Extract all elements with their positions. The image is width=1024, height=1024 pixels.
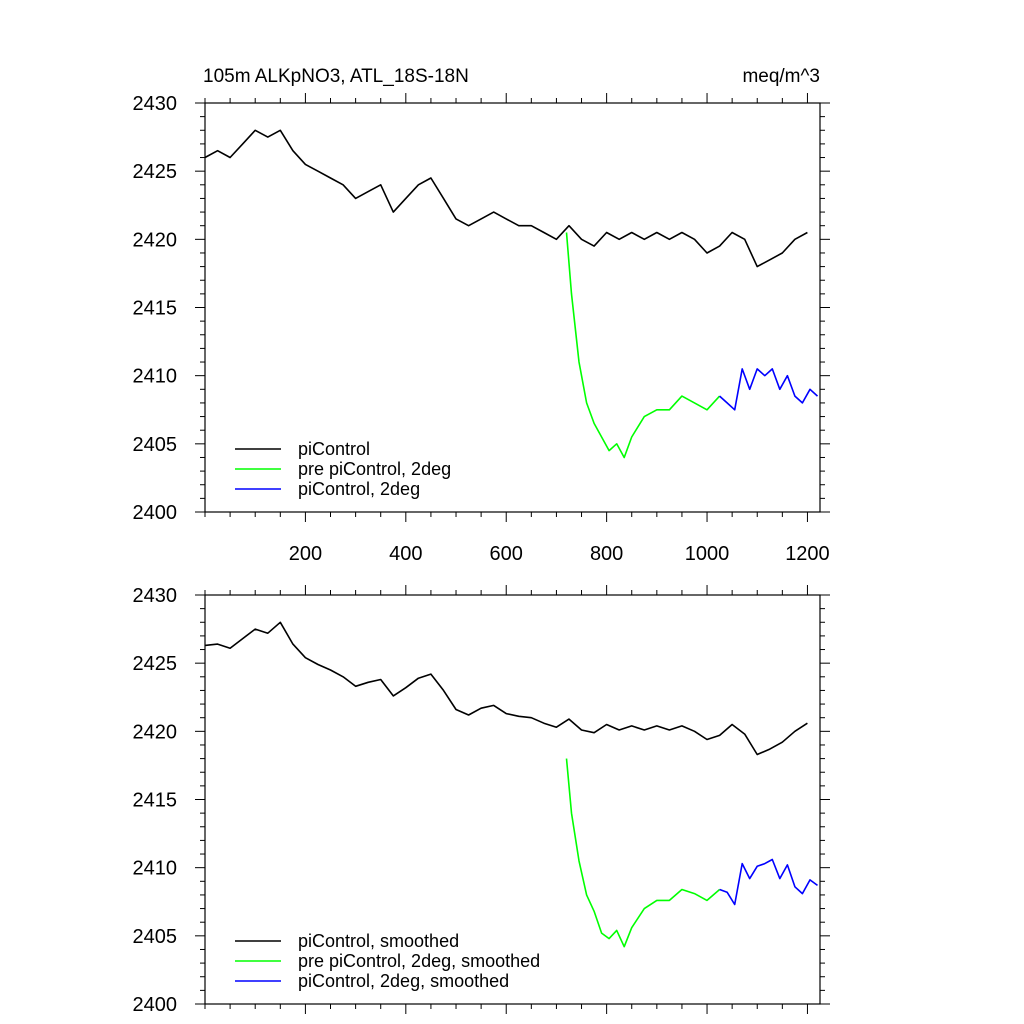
series-line	[719, 858, 818, 906]
series-line	[565, 232, 721, 459]
y-tick-label: 2405	[133, 926, 178, 948]
series-line	[565, 758, 721, 948]
bottom-panel: 2400 2405 2410 2415 2420 2425 2430 piControl, s…	[133, 585, 830, 1016]
x-tick-label: 400	[389, 543, 422, 565]
x-tick-label: 600	[490, 543, 523, 565]
units-label: meq/m^3	[742, 66, 820, 87]
y-tick-label: 2410	[133, 858, 178, 880]
x-tick-label: 200	[289, 543, 322, 565]
legend-label: piControl, 2deg, smoothed	[298, 971, 509, 991]
x-tick-label: 1200	[785, 543, 830, 565]
y-tick-label: 2420	[133, 721, 178, 743]
series-line	[719, 368, 819, 411]
y-tick-label: 2400	[133, 994, 178, 1016]
y-tick-label: 2405	[133, 434, 178, 456]
x-tick-label: 800	[590, 543, 623, 565]
series-line	[204, 621, 808, 756]
legend-label: pre piControl, 2deg	[298, 459, 451, 479]
chart-title: 105m ALKpNO3, ATL_18S-18N	[203, 66, 469, 87]
legend-label: pre piControl, 2deg, smoothed	[298, 951, 540, 971]
legend-label: piControl, smoothed	[298, 931, 459, 951]
legend-label: piControl, 2deg	[298, 479, 420, 499]
y-tick-label: 2420	[133, 229, 178, 251]
y-tick-label: 2400	[133, 502, 178, 524]
x-tick-label: 1000	[685, 543, 730, 565]
y-tick-label: 2425	[133, 653, 178, 675]
y-tick-label: 2430	[133, 93, 178, 115]
y-tick-label: 2410	[133, 366, 178, 388]
legend-label: piControl	[298, 439, 370, 459]
y-tick-label: 2415	[133, 298, 178, 320]
series-line	[204, 129, 808, 268]
y-tick-label: 2415	[133, 790, 178, 812]
top-panel: 2400 2405 2410 2415 2420 2425 2430 200 400 600 800…	[133, 93, 830, 565]
y-tick-label: 2430	[133, 585, 178, 607]
y-tick-label: 2425	[133, 161, 178, 183]
